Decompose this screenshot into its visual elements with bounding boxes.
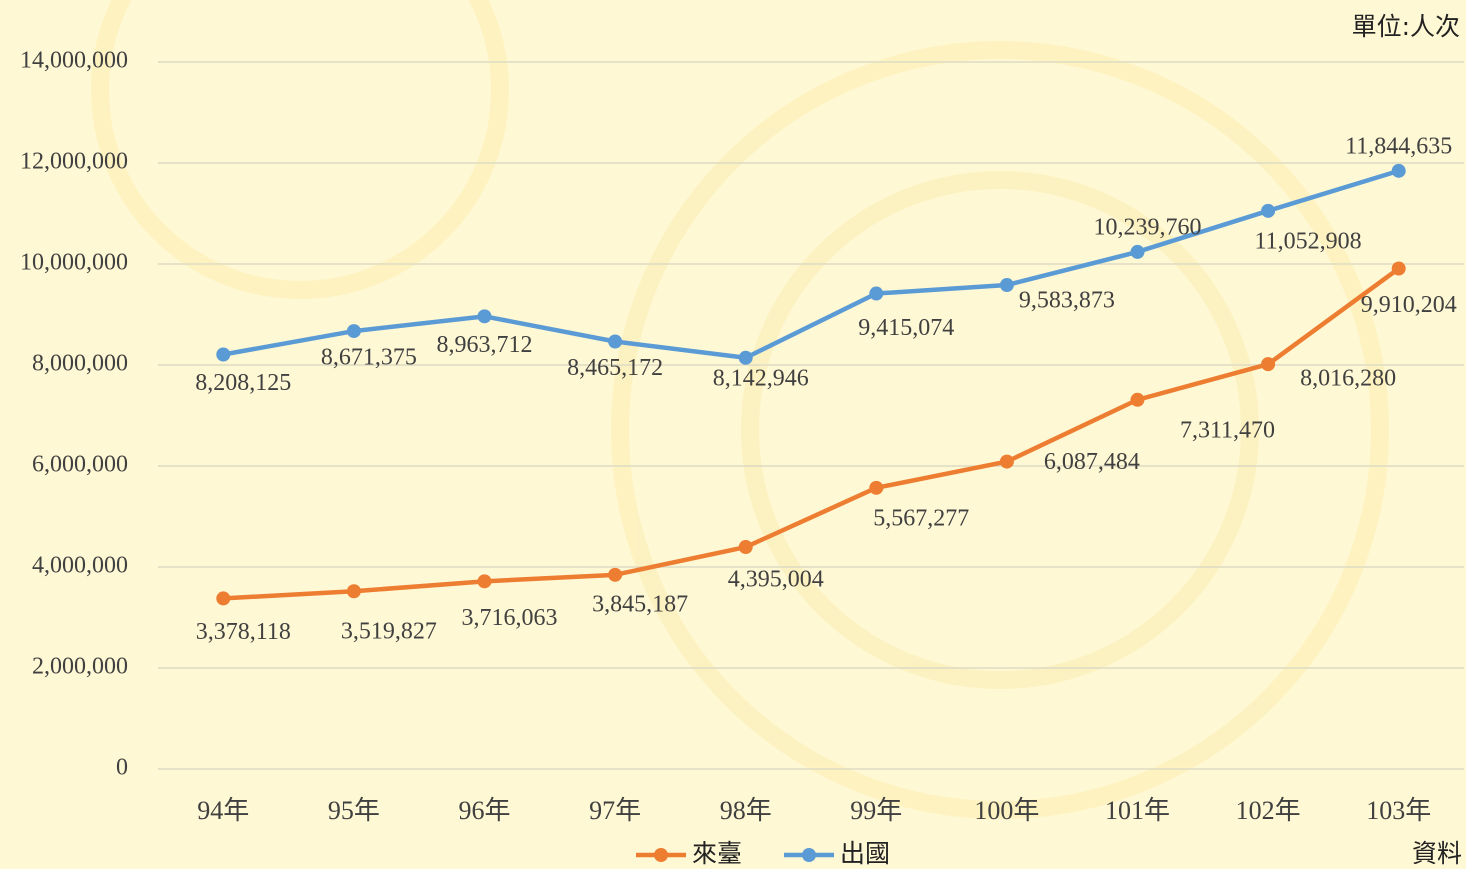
point bbox=[347, 324, 361, 338]
x-tick-label: 101年 bbox=[1105, 796, 1170, 825]
point bbox=[1392, 164, 1406, 178]
y-tick-label: 4,000,000 bbox=[32, 553, 128, 579]
point bbox=[1261, 357, 1275, 371]
point bbox=[1000, 278, 1014, 292]
source-label: 資料 bbox=[1412, 839, 1462, 868]
y-tick-label: 0 bbox=[116, 755, 128, 781]
y-tick-label: 12,000,000 bbox=[20, 149, 128, 175]
point bbox=[478, 574, 492, 588]
data-label: 8,208,125 bbox=[195, 370, 291, 396]
x-tick-label: 99年 bbox=[850, 796, 902, 825]
point bbox=[1131, 393, 1145, 407]
legend-marker bbox=[654, 848, 668, 862]
data-label: 3,378,118 bbox=[196, 619, 291, 645]
data-label: 4,395,004 bbox=[728, 567, 824, 593]
point bbox=[739, 540, 753, 554]
point bbox=[1392, 262, 1406, 276]
data-label: 3,716,063 bbox=[462, 605, 558, 631]
data-label: 9,910,204 bbox=[1361, 292, 1457, 318]
point bbox=[478, 309, 492, 323]
data-label: 8,016,280 bbox=[1300, 366, 1396, 392]
legend-label: 出國 bbox=[840, 839, 890, 868]
y-tick-label: 6,000,000 bbox=[32, 452, 128, 478]
y-tick-label: 14,000,000 bbox=[20, 48, 128, 74]
x-tick-label: 98年 bbox=[720, 796, 772, 825]
y-tick-label: 10,000,000 bbox=[20, 250, 128, 276]
page: 單位:人次 資料 0 2,000,000 4,000,000 6,000,000 8,0… bbox=[0, 0, 1466, 869]
x-tick-label: 100年 bbox=[974, 796, 1039, 825]
data-label: 5,567,277 bbox=[873, 505, 969, 531]
data-label: 3,519,827 bbox=[341, 619, 437, 645]
chart: 單位:人次 資料 0 2,000,000 4,000,000 6,000,000 8,0… bbox=[0, 0, 1466, 869]
data-label: 3,845,187 bbox=[592, 591, 688, 617]
x-tick-label: 102年 bbox=[1236, 796, 1301, 825]
point bbox=[608, 335, 622, 349]
data-label: 8,671,375 bbox=[321, 345, 417, 371]
point bbox=[347, 584, 361, 598]
data-label: 11,052,908 bbox=[1255, 228, 1362, 254]
data-label: 10,239,760 bbox=[1094, 214, 1202, 240]
data-label: 8,963,712 bbox=[437, 332, 533, 358]
point bbox=[608, 568, 622, 582]
legend-label: 來臺 bbox=[692, 839, 742, 868]
x-tick-label: 95年 bbox=[328, 796, 380, 825]
data-label: 6,087,484 bbox=[1044, 449, 1140, 475]
data-label: 11,844,635 bbox=[1345, 133, 1452, 159]
point bbox=[869, 287, 883, 301]
unit-label: 單位:人次 bbox=[1352, 12, 1460, 41]
point bbox=[1000, 455, 1014, 469]
point bbox=[216, 591, 230, 605]
x-tick-label: 103年 bbox=[1366, 796, 1431, 825]
point bbox=[1131, 245, 1145, 259]
point bbox=[216, 347, 230, 361]
data-label: 8,465,172 bbox=[567, 355, 663, 381]
x-tick-label: 97年 bbox=[589, 796, 641, 825]
data-label: 9,415,074 bbox=[858, 315, 954, 341]
data-label: 9,583,873 bbox=[1019, 288, 1115, 314]
point bbox=[739, 351, 753, 365]
data-label: 7,311,470 bbox=[1180, 417, 1275, 443]
point bbox=[869, 481, 883, 495]
x-tick-label: 94年 bbox=[197, 796, 249, 825]
x-tick-label: 96年 bbox=[458, 796, 510, 825]
legend-marker bbox=[802, 848, 816, 862]
point bbox=[1261, 204, 1275, 218]
y-tick-label: 2,000,000 bbox=[32, 654, 128, 680]
data-label: 8,142,946 bbox=[713, 365, 809, 391]
y-tick-label: 8,000,000 bbox=[32, 351, 128, 377]
